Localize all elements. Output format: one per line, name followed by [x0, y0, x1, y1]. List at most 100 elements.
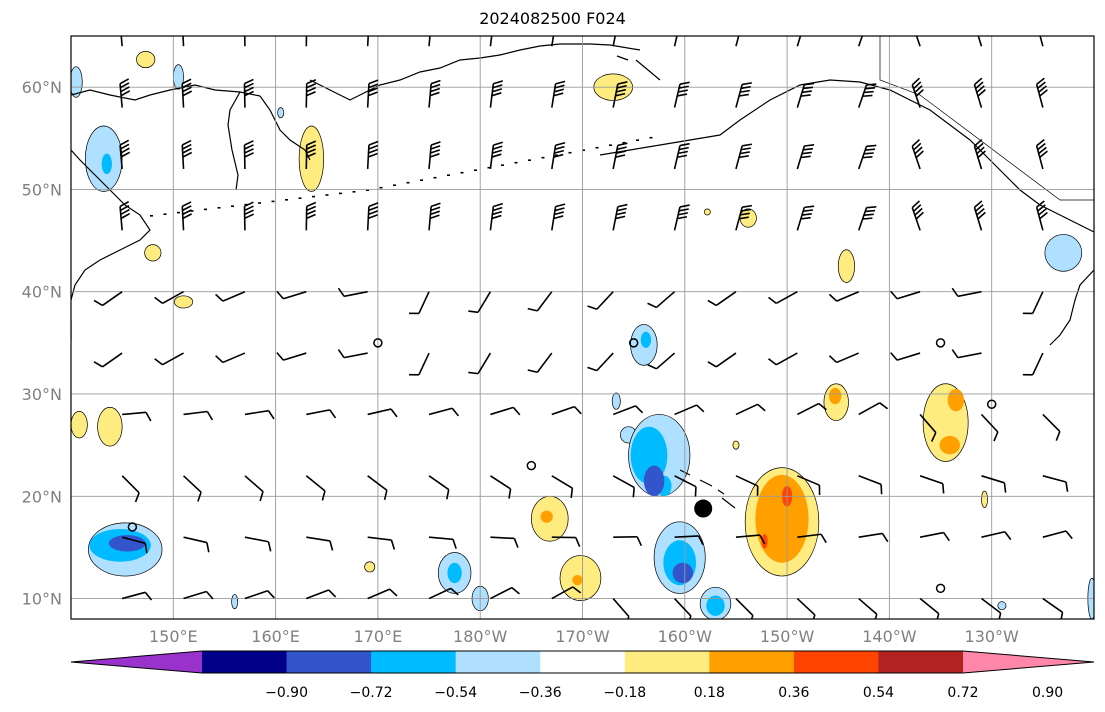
- wind-barb: [305, 475, 326, 501]
- wind-barb: [409, 352, 430, 376]
- wind-barb: [489, 475, 512, 499]
- wind-barb: [468, 352, 492, 375]
- wind-barb: [181, 201, 193, 231]
- island-mark: [636, 139, 639, 141]
- negative-anomaly-region: [1044, 234, 1083, 272]
- wind-barb: [183, 410, 214, 421]
- coastline-segment: [71, 84, 261, 101]
- wind-barb: [612, 475, 635, 498]
- coastline-segment: [599, 79, 1094, 233]
- coastline-segment: [721, 497, 736, 509]
- wind-barb: [244, 589, 275, 600]
- colorbar-segment: [878, 651, 964, 673]
- wind-barb: [1042, 597, 1064, 619]
- wind-barb: [919, 475, 945, 494]
- latitude-label: 20°N: [22, 487, 62, 506]
- negative-anomaly-region: [231, 594, 239, 610]
- positive-anomaly-region: [173, 295, 194, 309]
- wind-barb: [796, 36, 806, 47]
- wind-barb: [367, 536, 396, 550]
- wind-barb: [735, 36, 743, 47]
- wind-barb: [551, 405, 582, 416]
- wind-barb: [366, 140, 379, 170]
- wind-barb: [858, 402, 889, 416]
- island-mark: [285, 199, 288, 201]
- wind-barb: [244, 475, 264, 502]
- negative-anomaly-region: [101, 153, 112, 175]
- wind-barb: [647, 291, 676, 309]
- colorbar-segment: [286, 651, 372, 673]
- wind-barb: [551, 36, 557, 47]
- colorbar-segment: [371, 651, 457, 673]
- wind-barb: [612, 203, 628, 231]
- colorbar-segment: [455, 651, 541, 673]
- island-mark: [447, 174, 450, 176]
- wind-barb: [428, 536, 457, 549]
- wind-barb: [911, 138, 924, 170]
- longitude-label: 150°W: [760, 627, 815, 646]
- wind-barb: [276, 352, 307, 361]
- wind-barb: [735, 597, 754, 619]
- island-mark: [217, 207, 221, 209]
- island-mark: [609, 144, 612, 146]
- colorbar-extend-high: [963, 651, 1094, 673]
- wind-barb: [409, 291, 430, 315]
- positive-anomaly-region: [298, 125, 325, 192]
- wind-barb: [828, 352, 860, 364]
- colorbar-tick-label: 0.36: [778, 685, 809, 701]
- colorbar-tick-label: 0.72: [947, 685, 978, 701]
- colorbar-tick-label: −0.90: [265, 685, 308, 701]
- wind-barb: [797, 475, 821, 496]
- longitude-label: 170°W: [555, 627, 610, 646]
- wind-barb: [490, 406, 521, 416]
- wind-barb: [121, 591, 153, 601]
- wind-barb: [1035, 36, 1044, 47]
- wind-barb: [93, 291, 123, 307]
- island-mark: [298, 197, 302, 199]
- wind-barb: [890, 352, 921, 361]
- island-mark: [622, 141, 626, 144]
- island-mark: [474, 169, 477, 171]
- colorbar-segment: [793, 651, 879, 673]
- island-mark: [487, 166, 491, 169]
- wind-barb: [119, 139, 131, 170]
- wind-barb: [551, 141, 566, 170]
- wind-barb: [551, 80, 566, 108]
- island-mark: [244, 203, 248, 206]
- wind-barb: [306, 589, 337, 600]
- colorbar-segment: [624, 651, 710, 673]
- wind-barb: [122, 411, 152, 422]
- wind-barb: [305, 79, 317, 108]
- wind-barb: [181, 78, 193, 108]
- positive-anomaly-region: [837, 249, 855, 283]
- wind-barb: [767, 291, 798, 305]
- wind-barb: [612, 81, 628, 108]
- wind-barb: [973, 138, 986, 170]
- wind-barb: [428, 36, 432, 47]
- latitude-label: 50°N: [22, 180, 62, 199]
- wind-barbs: [93, 36, 1073, 619]
- map-title: 2024082500 F024: [479, 9, 626, 28]
- coastline-segment: [71, 149, 151, 301]
- wind-barb: [428, 79, 441, 108]
- wind-barb: [674, 404, 705, 416]
- latitude-label: 30°N: [22, 385, 62, 404]
- wind-barb: [428, 587, 459, 600]
- positive-anomaly-region: [947, 388, 965, 412]
- island-mark: [555, 154, 558, 156]
- island-mark: [649, 136, 653, 139]
- colorbar-tick-label: 0.54: [863, 685, 894, 701]
- wind-barb: [911, 36, 921, 47]
- wind-barb: [858, 475, 883, 495]
- positive-anomaly-region: [97, 406, 123, 447]
- wind-barb: [796, 144, 815, 170]
- wind-barb: [647, 352, 676, 370]
- wind-barb: [796, 205, 815, 231]
- positive-anomaly-region: [71, 411, 88, 439]
- wind-barb: [674, 475, 697, 497]
- latitude-label: 40°N: [22, 283, 62, 302]
- storm-position-dot: [694, 499, 713, 518]
- coastline-segment: [635, 59, 661, 81]
- positive-anomaly-region: [755, 474, 809, 563]
